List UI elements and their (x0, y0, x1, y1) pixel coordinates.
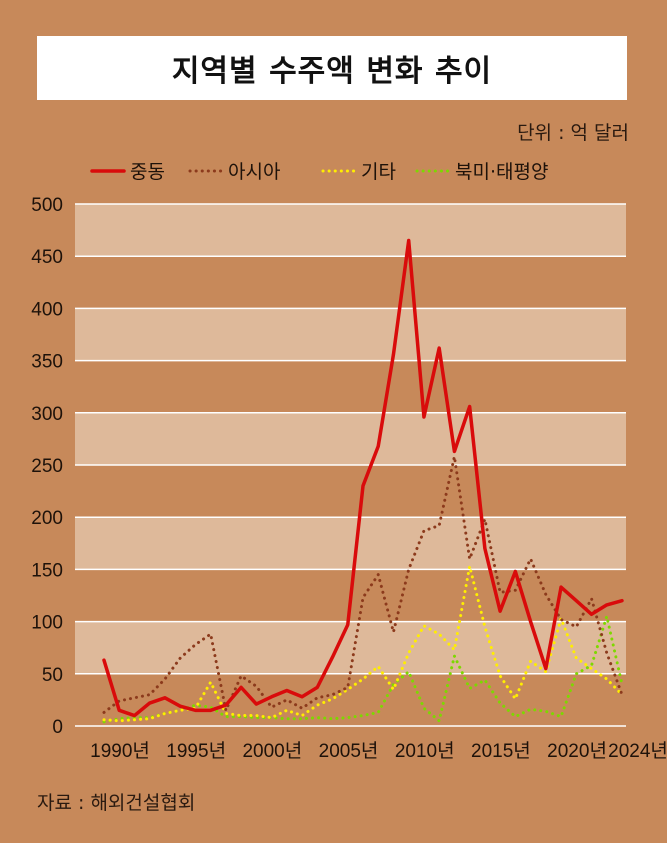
x-tick-label: 2020년 (547, 740, 607, 762)
y-tick-label: 500 (31, 195, 63, 216)
legend-label: 북미·태평양 (455, 161, 548, 183)
series-line-3 (102, 614, 624, 724)
series-line-1 (102, 455, 624, 714)
y-tick-label: 50 (42, 665, 63, 686)
y-tick-label: 300 (31, 404, 63, 425)
series-line-0 (102, 238, 624, 718)
series-line-2 (102, 564, 624, 723)
y-tick-label: 400 (31, 299, 63, 320)
grid-band (75, 517, 626, 570)
grid-band (75, 412, 626, 465)
y-tick-label: 250 (31, 456, 63, 477)
y-tick-label: 450 (31, 247, 63, 268)
y-tick-label: 150 (31, 560, 63, 581)
chart-title: 지역별 수주액 변화 추이 (171, 54, 493, 89)
y-tick-label: 350 (31, 352, 63, 373)
unit-label: 단위 : 억 달러 (517, 122, 629, 144)
legend-label: 기타 (361, 161, 396, 183)
y-tick-label: 100 (31, 613, 63, 634)
x-tick-label: 2010년 (395, 740, 455, 762)
y-tick-label: 0 (52, 717, 63, 738)
y-tick-label: 200 (31, 508, 63, 529)
legend-label: 아시아 (228, 161, 280, 183)
legend-label: 중동 (130, 161, 165, 183)
grid-band (75, 204, 626, 257)
x-tick-label: 2015년 (471, 740, 531, 762)
source-label: 자료 : 해외건설협회 (37, 792, 196, 814)
x-tick-label: 2024년 (608, 740, 667, 762)
x-tick-label: 1990년 (90, 740, 150, 762)
x-tick-label: 2000년 (242, 740, 302, 762)
title-box: 지역별 수주액 변화 추이 (37, 36, 627, 100)
x-tick-label: 1995년 (166, 740, 226, 762)
grid-band (75, 308, 626, 361)
x-tick-label: 2005년 (319, 740, 379, 762)
